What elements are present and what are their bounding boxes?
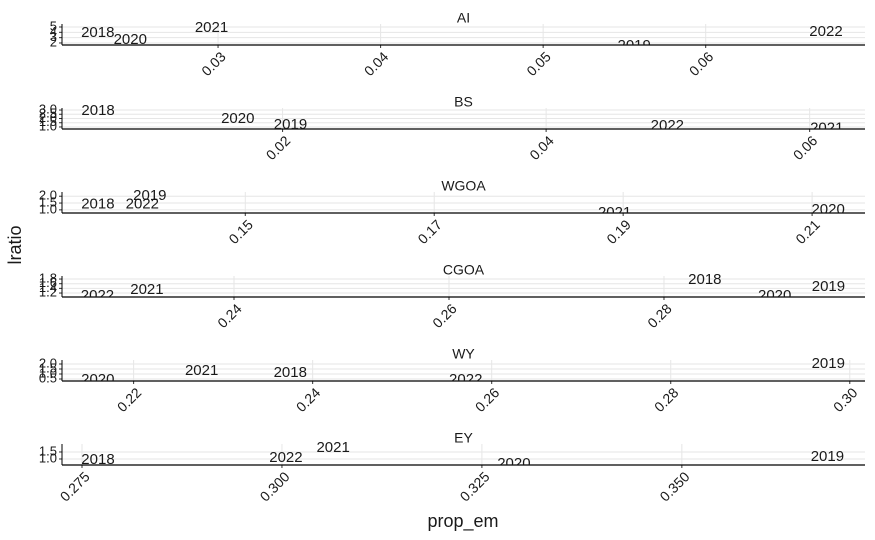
y-tick-label: 1.2: [39, 284, 57, 299]
x-tick-label: 0.275: [57, 468, 93, 504]
year-label: 2020: [114, 31, 147, 48]
year-label: 2022: [126, 196, 159, 213]
year-label: 2021: [810, 120, 843, 137]
y-tick-label: 1.0: [39, 450, 57, 465]
x-tick-label: 0.19: [603, 216, 634, 247]
year-label: 2022: [809, 23, 842, 40]
year-label: 2022: [269, 449, 302, 466]
panel-labels: 2022 2021 2018 2020 2019: [81, 271, 845, 304]
x-tick-label: 0.24: [214, 300, 245, 331]
year-label: 2022: [651, 117, 684, 134]
x-axis-label: prop_em: [427, 511, 498, 532]
year-label: 2021: [130, 281, 163, 298]
y-tick-label: 5: [50, 18, 57, 33]
y-tick-label: 1.0: [39, 365, 57, 380]
x-tick-label: 0.03: [198, 48, 229, 79]
x-tick-label: 0.26: [472, 384, 503, 415]
year-label: 2020: [221, 110, 254, 127]
year-label: 2019: [274, 116, 307, 133]
panel-labels: 2018 2020 2021 2019 2022: [81, 19, 843, 54]
x-tick-label: 0.04: [526, 132, 557, 163]
y-tick-label: 2.0: [39, 355, 57, 370]
year-label: 2018: [81, 24, 114, 41]
year-label: 2019: [811, 448, 844, 465]
x-tick-label: 0.28: [644, 300, 675, 331]
year-label: 2019: [133, 187, 166, 204]
year-label: 2018: [81, 196, 114, 213]
y-tick-label: 4: [50, 24, 57, 39]
x-tick-label: 0.04: [361, 48, 392, 79]
year-label: 2019: [812, 278, 845, 295]
year-label: 2018: [688, 271, 721, 288]
y-tick-label: 2.5: [39, 106, 57, 121]
panel-title: EY: [454, 430, 473, 446]
panel-labels: 2018 2022 2021 2020 2019: [81, 439, 844, 472]
y-tick-label: 1.5: [39, 194, 57, 209]
y-tick-label: 1.8: [39, 270, 57, 285]
x-tick-label: 0.05: [523, 48, 554, 79]
year-label: 2021: [195, 19, 228, 36]
x-tick-label: 0.325: [457, 468, 493, 504]
x-tick-label: 0.17: [414, 216, 445, 247]
x-tick-label: 0.28: [651, 384, 682, 415]
year-label: 2018: [81, 451, 114, 468]
x-tick-label: 0.24: [293, 384, 324, 415]
year-label: 2021: [316, 439, 349, 456]
y-tick-label: 3: [50, 29, 57, 44]
year-label: 2020: [497, 455, 530, 472]
panel-title: CGOA: [443, 262, 485, 278]
x-tick-label: 0.26: [429, 300, 460, 331]
year-label: 2020: [758, 287, 791, 304]
x-tick-label: 0.02: [263, 132, 294, 163]
x-tick-label: 0.30: [830, 384, 861, 415]
y-tick-label: 2.0: [39, 110, 57, 125]
y-tick-label: 1.0: [39, 201, 57, 216]
year-label: 2019: [617, 37, 650, 54]
panel-title: WGOA: [441, 178, 486, 194]
year-label: 2021: [185, 362, 218, 379]
year-label: 2022: [81, 287, 114, 304]
year-label: 2018: [81, 102, 114, 119]
x-tick-label: 0.06: [686, 48, 717, 79]
y-tick-label: 2.0: [39, 188, 57, 203]
y-tick-label: 1.5: [39, 360, 57, 375]
x-tick-label: 0.22: [114, 384, 145, 415]
year-label: 2022: [449, 371, 482, 388]
y-tick-label: 1.5: [39, 114, 57, 129]
x-tick-label: 0.300: [257, 468, 293, 504]
panel-title: AI: [457, 10, 470, 26]
y-tick-label: 1.5: [39, 443, 57, 458]
year-label: 2020: [81, 371, 114, 388]
x-tick-label: 0.350: [656, 468, 692, 504]
y-tick-label: 2: [50, 34, 57, 49]
x-tick-label: 0.06: [790, 132, 821, 163]
x-tick-label: 0.21: [792, 216, 823, 247]
y-tick-label: 3.0: [39, 101, 57, 116]
panel-title: BS: [454, 94, 473, 110]
panel-labels: 2018 2020 2019 2022 2021: [81, 102, 843, 137]
y-tick-label: 1.6: [39, 275, 57, 290]
y-tick-label: 1.4: [39, 280, 57, 295]
y-tick-label: 1.0: [39, 118, 57, 133]
x-tick-label: 0.15: [225, 216, 256, 247]
y-axis-label: lratio: [5, 225, 25, 264]
y-tick-label: 0.5: [39, 370, 57, 385]
panel-labels: 2020 2021 2018 2022 2019: [81, 355, 845, 388]
year-label: 2021: [598, 204, 631, 221]
panel-title: WY: [452, 346, 475, 362]
year-label: 2020: [811, 201, 844, 218]
year-label: 2019: [812, 355, 845, 372]
year-label: 2018: [274, 364, 307, 381]
